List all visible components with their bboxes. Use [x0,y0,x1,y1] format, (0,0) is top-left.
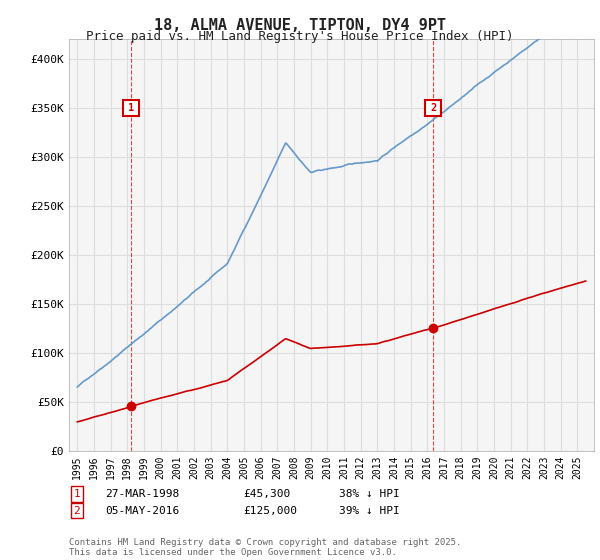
Text: £45,300: £45,300 [243,489,290,499]
Text: £125,000: £125,000 [243,506,297,516]
Text: 2: 2 [73,506,80,516]
Text: Contains HM Land Registry data © Crown copyright and database right 2025.
This d: Contains HM Land Registry data © Crown c… [69,538,461,557]
Text: 38% ↓ HPI: 38% ↓ HPI [339,489,400,499]
Text: 2: 2 [430,103,436,113]
Text: 39% ↓ HPI: 39% ↓ HPI [339,506,400,516]
Text: 27-MAR-1998: 27-MAR-1998 [105,489,179,499]
Text: 1: 1 [128,103,134,113]
Text: 18, ALMA AVENUE, TIPTON, DY4 9PT: 18, ALMA AVENUE, TIPTON, DY4 9PT [154,18,446,33]
Text: Price paid vs. HM Land Registry's House Price Index (HPI): Price paid vs. HM Land Registry's House … [86,30,514,43]
Text: 05-MAY-2016: 05-MAY-2016 [105,506,179,516]
Text: 1: 1 [73,489,80,499]
